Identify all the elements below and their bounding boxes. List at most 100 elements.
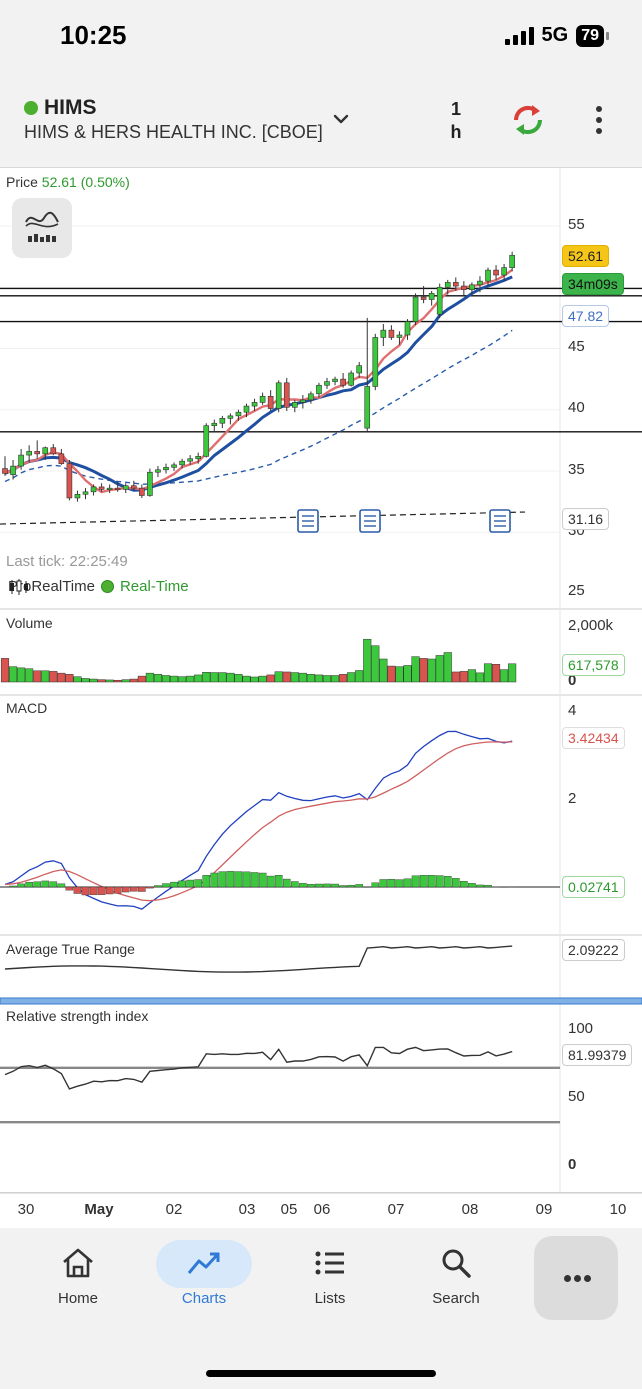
macd-histogram-bar (33, 881, 41, 888)
ticker-selector[interactable]: HIMS (24, 96, 97, 120)
candle-body (219, 418, 226, 424)
macd-histogram-bar (323, 883, 331, 888)
sync-icon[interactable] (510, 102, 546, 138)
more-options-icon[interactable] (596, 106, 604, 134)
ticker-symbol: HIMS (44, 96, 97, 119)
candle-body (485, 269, 491, 282)
candle-body (58, 453, 65, 464)
tab-label: Search (432, 1290, 480, 1307)
candle-body (356, 365, 363, 374)
rsi-panel-title: Relative strength index (6, 1008, 149, 1024)
volume-last-tag: 617,578 (562, 654, 625, 676)
candle-body (2, 468, 8, 474)
macd-histogram-bar (81, 886, 90, 896)
volume-bar (322, 675, 332, 683)
macd-histogram-bar (427, 875, 436, 888)
candle-body (227, 415, 234, 419)
volume-bar (57, 672, 66, 683)
candle-body (332, 378, 338, 382)
volume-bar (306, 674, 315, 683)
macd-histogram-bar (250, 872, 259, 888)
volume-bar (81, 678, 90, 683)
live-status-icon (24, 101, 38, 115)
candle-body (187, 458, 193, 462)
time-axis-label: 10 (609, 1201, 627, 1218)
interval-selector[interactable]: 1 h (446, 98, 466, 144)
candle-body (211, 422, 218, 426)
ma-long-line (4, 329, 513, 485)
volume-bar (266, 674, 275, 683)
candle-body (10, 465, 16, 475)
indicators-button[interactable] (12, 198, 72, 258)
time-axis-label: 06 (313, 1201, 331, 1218)
tab-label: Home (57, 1290, 98, 1307)
macd-histogram-bar (274, 875, 283, 888)
last-tick-time: Last tick: 22:25:49 (6, 553, 128, 570)
macd-signal-line (4, 741, 513, 902)
candle-body (179, 460, 185, 466)
volume-bar (194, 674, 203, 683)
rsi-tick-100: 100 (568, 1020, 594, 1037)
candle-body (396, 334, 403, 338)
volume-bar (137, 675, 146, 683)
chart-canvas[interactable] (0, 168, 642, 1228)
price-tick-55: 55 (568, 216, 585, 233)
volume-bar (347, 672, 356, 683)
candle-body (364, 386, 371, 429)
tab-label: Charts (181, 1290, 227, 1307)
chevron-down-icon[interactable] (332, 110, 350, 128)
macd-histogram-bar (355, 884, 364, 888)
tab-home[interactable]: Home (28, 1238, 128, 1318)
rsi-tick-0: 0 (568, 1156, 577, 1173)
atr-value-tag: 2.09222 (562, 939, 625, 961)
volume-bar (331, 675, 340, 683)
interval-value: 1 (450, 99, 461, 119)
ma-fast-line (4, 268, 513, 494)
rsi-line (4, 1046, 513, 1090)
candle-body (171, 464, 177, 468)
macd-hist-tag: 0.02741 (562, 876, 625, 898)
candle-body (203, 425, 210, 457)
candle-body (316, 384, 322, 395)
volume-bar (105, 679, 114, 683)
candle-body (259, 395, 266, 403)
candle-body (147, 471, 153, 496)
tab-lists[interactable]: Lists (280, 1238, 380, 1318)
candle-body (509, 254, 515, 268)
more-tab-button[interactable] (534, 1236, 618, 1320)
macd-histogram-bar (129, 886, 138, 892)
volume-panel-title: Volume (6, 615, 53, 631)
macd-histogram-bar (73, 886, 82, 894)
volume-bar (379, 658, 388, 683)
macd-histogram-bar (234, 871, 243, 888)
macd-histogram-bar (452, 878, 460, 888)
chart-area[interactable]: Price 52.61 (0.50%) 55 45 40 35 30 25 52… (0, 168, 642, 1228)
tab-charts[interactable]: Charts (154, 1238, 254, 1318)
signal-icon (504, 26, 534, 45)
interval-unit: h (450, 122, 462, 142)
candle-body (195, 455, 201, 460)
volume-bar (451, 671, 460, 683)
macd-histogram-bar (105, 886, 114, 895)
volume-tick-top: 2,000k (568, 617, 614, 634)
price-panel-title: Price 52.61 (0.50%) (6, 174, 130, 190)
candle-body (82, 491, 89, 495)
candle-body (34, 451, 41, 455)
volume-bar (483, 663, 493, 683)
time-axis-label: 08 (461, 1201, 479, 1218)
candle-body (26, 451, 32, 456)
time-axis-label: 05 (280, 1201, 298, 1218)
volume-bar (387, 665, 396, 683)
macd-histogram-bar (25, 881, 33, 888)
candle-body (404, 321, 411, 336)
macd-histogram-bar (443, 876, 452, 888)
macd-histogram-bar (460, 881, 468, 888)
volume-bar (178, 676, 187, 683)
tab-search[interactable]: Search (406, 1238, 506, 1318)
volume-bar (89, 678, 98, 683)
candle-body (291, 402, 298, 408)
volume-bar (467, 669, 476, 683)
atr-line (4, 945, 513, 973)
volume-bar (298, 672, 307, 683)
macd-histogram-bar (49, 881, 58, 888)
